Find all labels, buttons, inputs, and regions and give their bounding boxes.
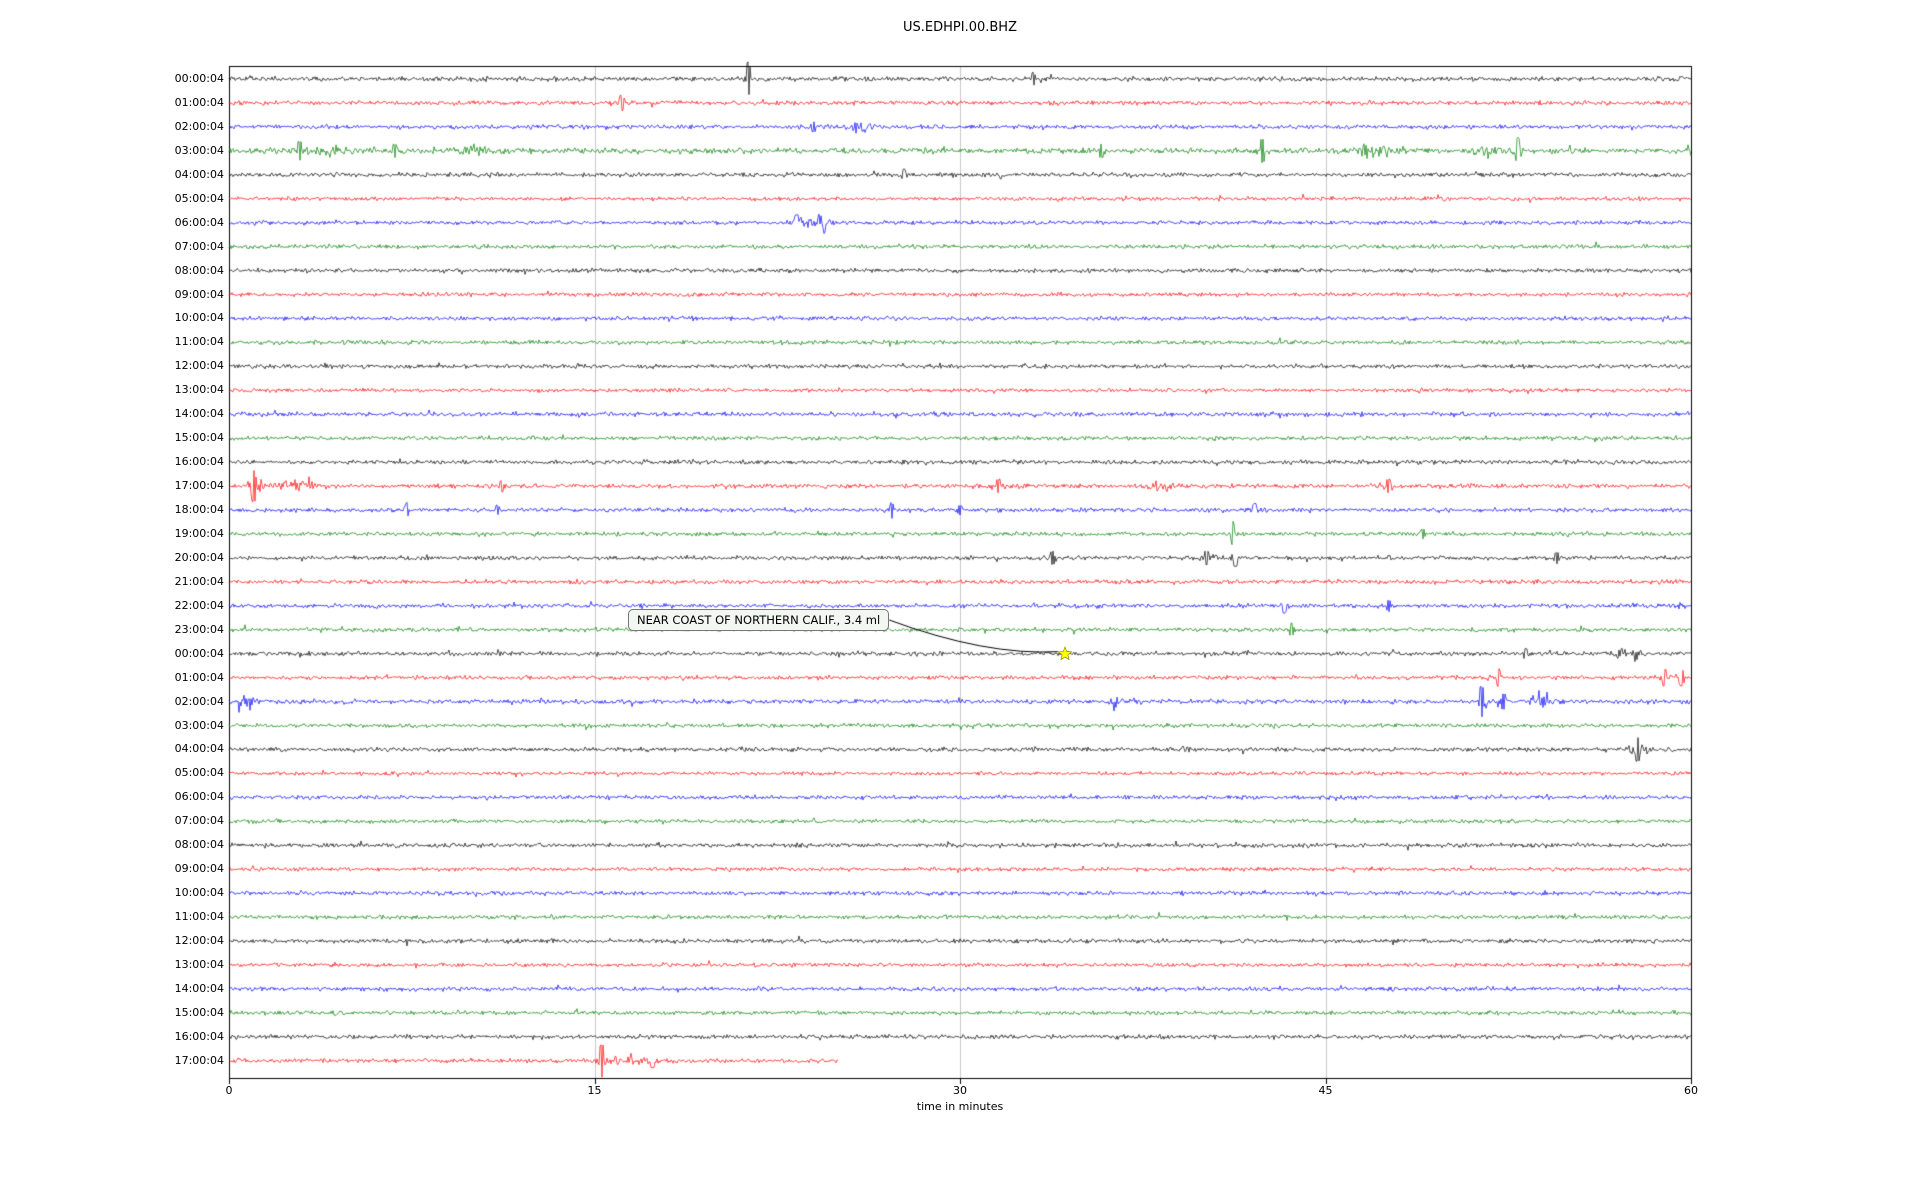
- row-label: 11:00:04: [174, 335, 224, 349]
- row-label: 04:00:04: [174, 742, 224, 756]
- row-label: 18:00:04: [174, 503, 224, 516]
- row-label: 06:00:04: [174, 215, 224, 229]
- row-label: 20:00:04: [174, 550, 224, 564]
- x-tick-label: 60: [1684, 1084, 1698, 1097]
- row-label: 14:00:04: [174, 407, 224, 421]
- x-tick-label: 15: [587, 1084, 602, 1097]
- x-tick-label: 45: [1318, 1084, 1333, 1097]
- row-label: 16:00:04: [174, 1029, 224, 1043]
- row-label: 21:00:04: [174, 574, 224, 588]
- event-star-icon: [1057, 645, 1073, 661]
- row-label: 09:00:04: [174, 287, 224, 301]
- row-label: 13:00:04: [174, 383, 224, 397]
- x-tick-label: 0: [225, 1084, 233, 1097]
- row-label: 01:00:04: [174, 670, 224, 684]
- row-label: 02:00:04: [174, 694, 224, 708]
- row-label: 12:00:04: [174, 359, 224, 373]
- row-label: 03:00:04: [174, 718, 224, 732]
- row-label: 22:00:04: [174, 598, 224, 612]
- row-label: 02:00:04: [174, 119, 224, 133]
- row-label: 16:00:04: [174, 455, 224, 469]
- row-label: 01:00:04: [174, 95, 224, 109]
- row-label: 08:00:04: [174, 838, 224, 852]
- x-tick-label: 30: [953, 1084, 967, 1097]
- row-label: 08:00:04: [174, 263, 224, 277]
- row-label: 07:00:04: [174, 814, 224, 828]
- row-label: 12:00:04: [174, 934, 224, 948]
- row-label: 06:00:04: [174, 790, 224, 804]
- row-label: 11:00:04: [174, 910, 224, 924]
- row-label: 05:00:04: [174, 766, 224, 780]
- row-label: 15:00:04: [174, 431, 224, 445]
- row-label: 14:00:04: [174, 981, 224, 995]
- row-label: 07:00:04: [174, 239, 224, 253]
- row-label: 00:00:04: [174, 646, 224, 660]
- row-label: 19:00:04: [174, 526, 224, 540]
- row-label: 17:00:04: [174, 1053, 224, 1067]
- event-annotation: NEAR COAST OF NORTHERN CALIF., 3.4 ml: [628, 609, 890, 631]
- row-label: 10:00:04: [174, 311, 224, 325]
- row-label: 23:00:04: [174, 622, 224, 636]
- row-label: 03:00:04: [174, 143, 224, 157]
- row-label: 09:00:04: [174, 862, 224, 876]
- row-label: 00:00:04: [174, 72, 224, 85]
- x-axis-label: time in minutes: [916, 1100, 1004, 1113]
- row-label: 15:00:04: [174, 1005, 224, 1019]
- row-label: 17:00:04: [174, 479, 224, 493]
- row-label: 10:00:04: [174, 886, 224, 900]
- row-label: 04:00:04: [174, 167, 224, 181]
- row-label: 13:00:04: [174, 957, 224, 971]
- row-label: 05:00:04: [174, 191, 224, 205]
